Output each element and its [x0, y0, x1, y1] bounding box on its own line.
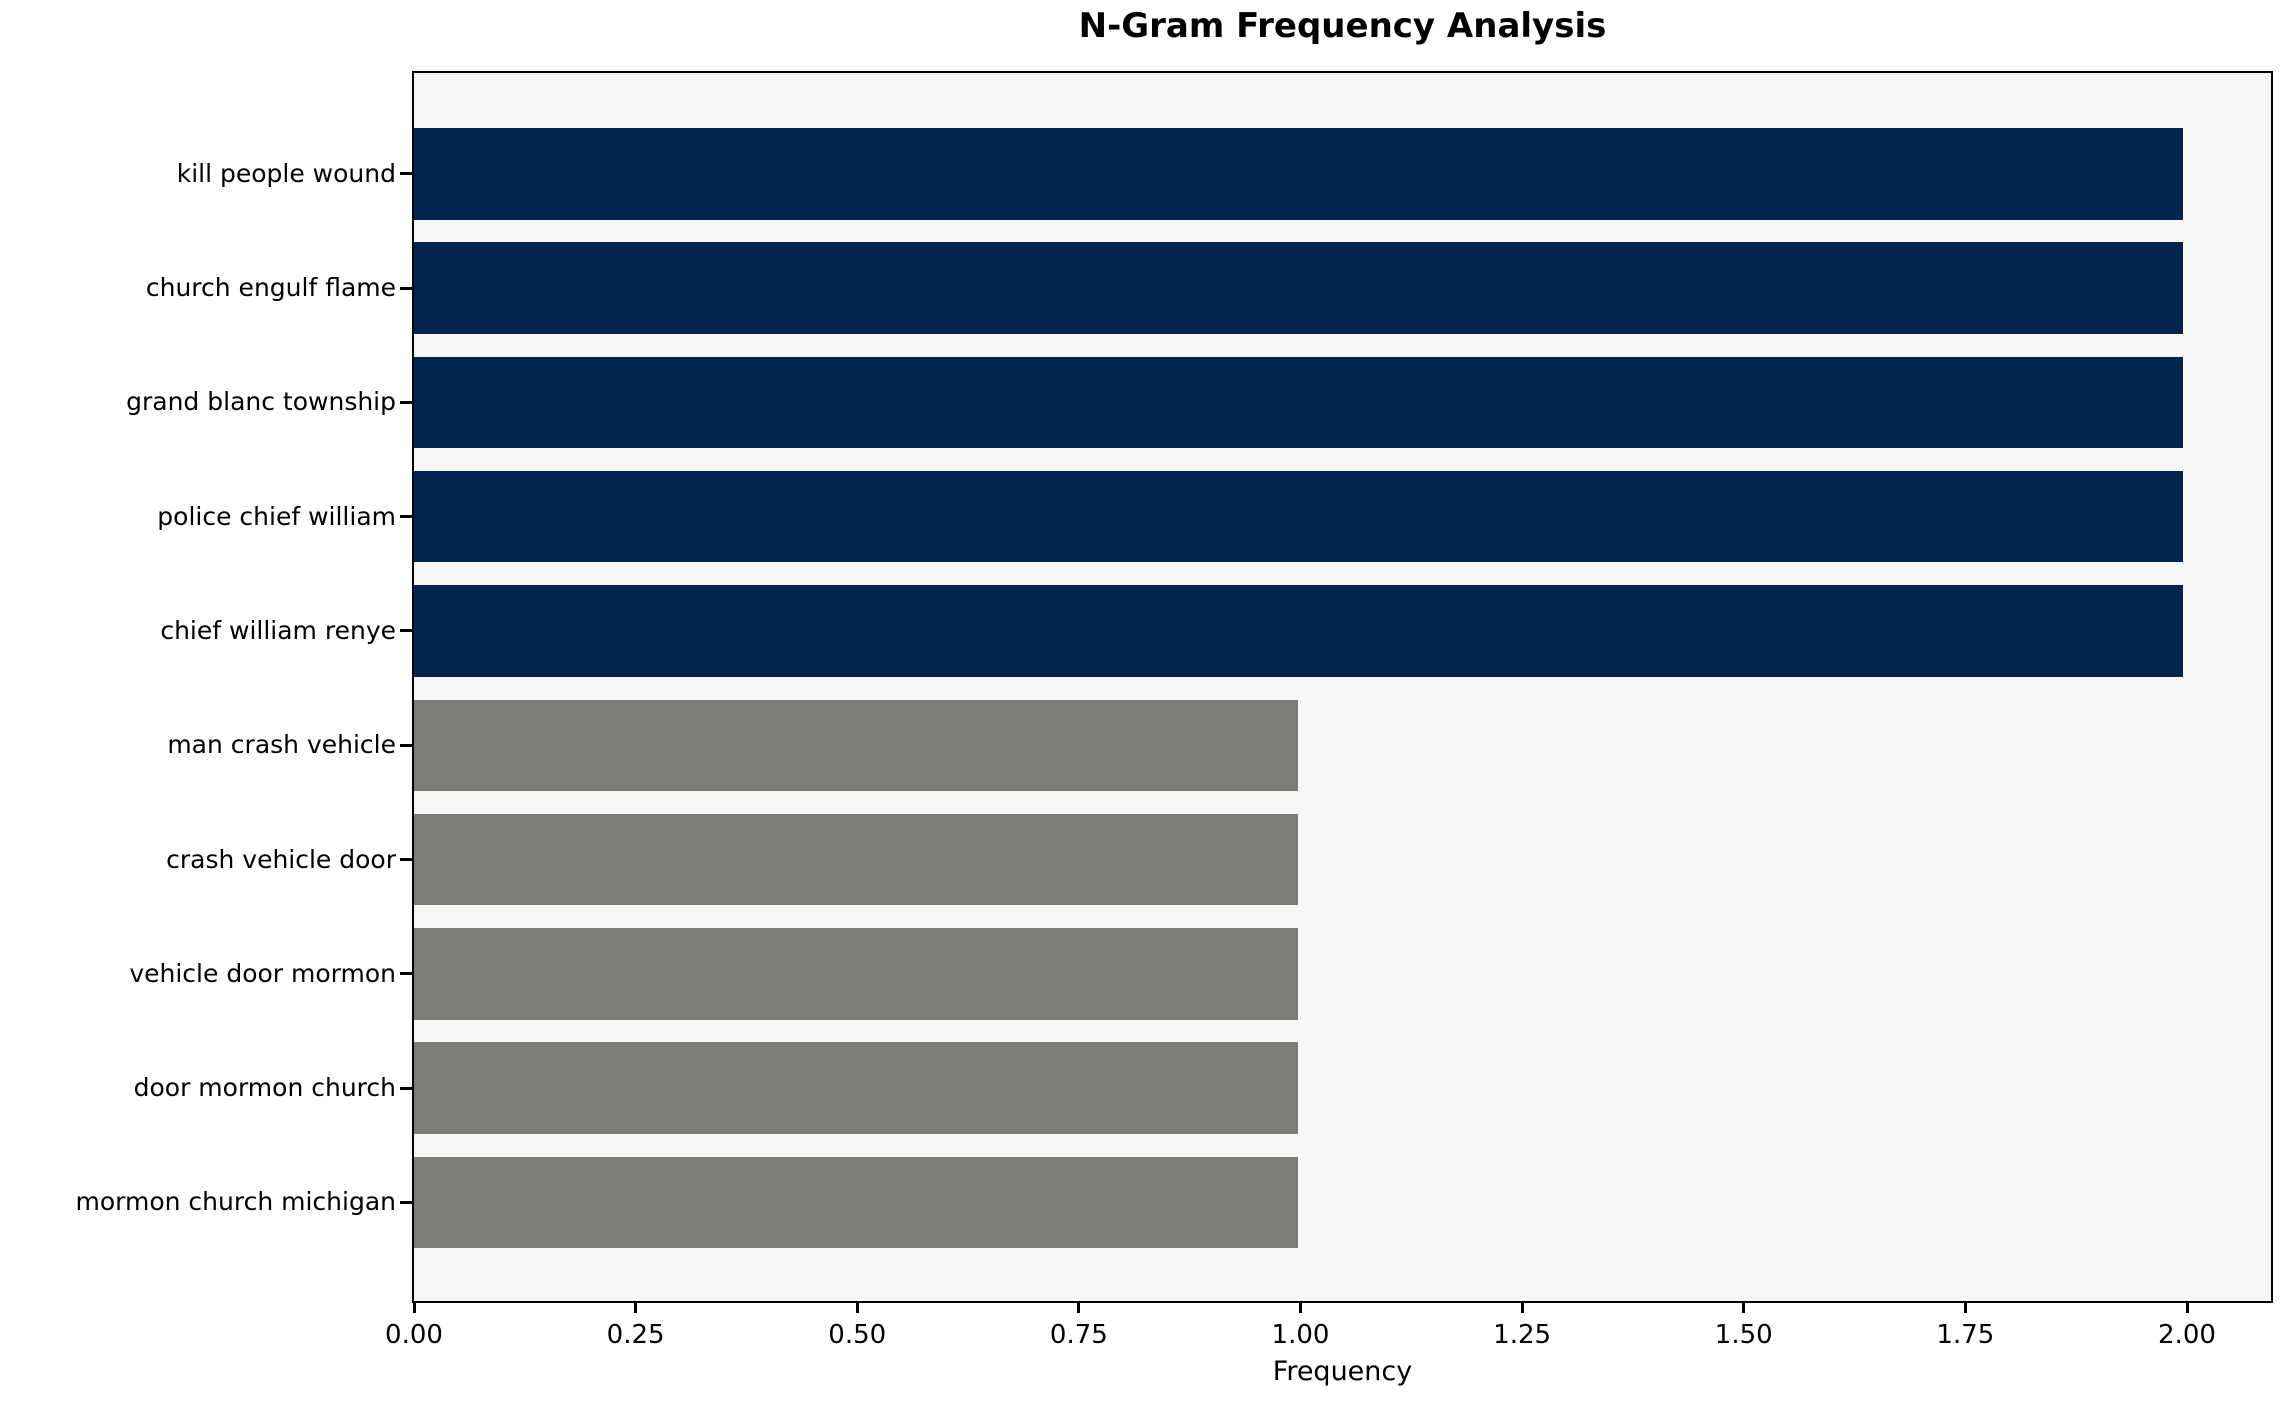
x-tick-label: 1.50 [1714, 1320, 1773, 1350]
bar [414, 1042, 1299, 1134]
x-tick-label: 1.25 [1493, 1320, 1552, 1350]
x-axis-label: Frequency [1272, 1356, 1413, 1387]
chart-title: N-Gram Frequency Analysis [1078, 6, 1607, 46]
bar [414, 585, 2183, 677]
x-tick-label: 2.00 [2158, 1320, 2216, 1350]
x-tick-label: 0.75 [1049, 1320, 1108, 1350]
y-tick-mark [400, 1200, 412, 1204]
y-tick-mark [400, 858, 412, 862]
y-tick-label: grand blanc township [126, 387, 396, 417]
y-tick-label: police chief william [157, 501, 396, 531]
bar [414, 1156, 1299, 1249]
plot-area [412, 71, 2273, 1303]
x-tick-mark [855, 1302, 859, 1313]
y-tick-mark [400, 972, 412, 976]
y-tick-label: mormon church michigan [75, 1187, 397, 1217]
x-tick-mark [2185, 1302, 2189, 1313]
x-tick-mark [634, 1302, 638, 1313]
bar [414, 128, 2183, 220]
y-tick-label: vehicle door mormon [129, 958, 396, 988]
y-tick-label: kill people wound [176, 158, 396, 188]
bar [414, 928, 1299, 1020]
x-tick-mark [1299, 1302, 1302, 1313]
x-tick-label: 1.00 [1271, 1320, 1330, 1350]
y-tick-label: door mormon church [133, 1073, 396, 1103]
x-tick-mark [1077, 1302, 1081, 1313]
y-tick-mark [400, 286, 412, 290]
x-tick-mark [1520, 1302, 1524, 1313]
bar [414, 699, 1299, 791]
y-tick-label: man crash vehicle [167, 730, 396, 760]
y-tick-mark [400, 172, 412, 176]
bar [414, 470, 2183, 563]
y-tick-mark [400, 515, 412, 519]
x-tick-label: 1.75 [1936, 1320, 1995, 1350]
y-tick-mark [400, 629, 412, 633]
y-tick-mark [400, 743, 412, 747]
x-tick-label: 0.00 [385, 1320, 443, 1350]
x-tick-label: 0.25 [606, 1320, 665, 1350]
y-tick-label: crash vehicle door [166, 844, 396, 874]
bar [414, 242, 2183, 334]
y-tick-mark [400, 400, 412, 404]
x-tick-mark [1742, 1302, 1746, 1313]
x-tick-mark [1963, 1302, 1967, 1313]
x-tick-mark [412, 1302, 416, 1313]
y-tick-label: church engulf flame [145, 273, 396, 303]
y-tick-label: chief william renye [160, 615, 396, 645]
x-tick-label: 0.50 [828, 1320, 887, 1350]
y-tick-mark [400, 1086, 412, 1090]
bar [414, 356, 2183, 449]
bar [414, 813, 1299, 906]
